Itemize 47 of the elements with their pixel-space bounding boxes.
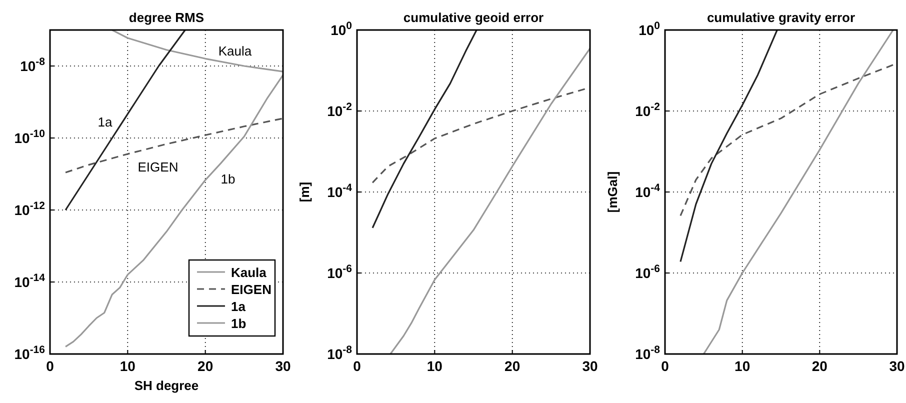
y-axis-title: [m] [297,182,312,202]
y-tick-label: 10$^{-4}$ [327,182,352,200]
chart-title: degree RMS [128,10,204,25]
x-tick-label: 30 [582,358,598,374]
y-tick-label: 10$^{-8}$ [20,56,46,74]
y-tick-label: 10$^{-14}$ [14,272,46,290]
line-series [64,118,283,174]
x-tick-label: 10 [426,358,443,374]
x-tick-label: 10 [734,358,750,374]
chart-title: cumulative gravity error [706,10,856,25]
y-tick-label: 10$^{-12}$ [14,200,46,218]
y-tick-label: 10$^{0}$ [330,20,352,38]
y-tick-label: 10$^{-2}$ [635,101,660,119]
y-tick-label: 10$^{-4}$ [635,182,660,200]
annotation: 1b [220,171,236,186]
line-series [702,30,894,354]
line-series [390,48,590,354]
chart-title: cumulative geoid error [403,10,544,25]
y-axis-title: [mGal] [605,171,620,213]
x-tick-label: 10 [120,358,136,374]
legend-label: Kaula [231,265,268,280]
y-tick-label: 10$^{-8}$ [327,344,352,362]
x-tick-label: 30 [889,358,905,374]
annotation: 1a [98,114,113,130]
legend-label: EIGEN [231,282,272,297]
x-tick-label: 30 [275,358,291,374]
y-tick-label: 10$^{-6}$ [327,263,352,281]
legend-label: 1b [231,316,246,331]
x-tick-label: 20 [812,358,828,374]
annotation: EIGEN [138,159,178,174]
y-tick-label: 10$^{-8}$ [635,344,660,362]
y-tick-label: 10$^{-10}$ [14,128,46,146]
x-tick-label: 20 [198,358,214,374]
x-tick-label: 0 [46,358,54,374]
x-tick-label: 0 [661,358,670,374]
line-series [372,30,478,229]
line-series [64,30,186,211]
line-series [680,30,778,263]
y-tick-label: 10$^{0}$ [638,20,660,38]
y-tick-label: 10$^{-16}$ [14,344,46,362]
legend-label: 1a [231,299,246,314]
annotation: Kaula [218,43,252,58]
y-tick-label: 10$^{-6}$ [635,263,660,281]
x-tick-label: 0 [353,358,362,374]
x-axis-title: SH degree [134,378,199,393]
x-tick-label: 20 [504,358,520,374]
y-tick-label: 10$^{-2}$ [327,101,352,119]
